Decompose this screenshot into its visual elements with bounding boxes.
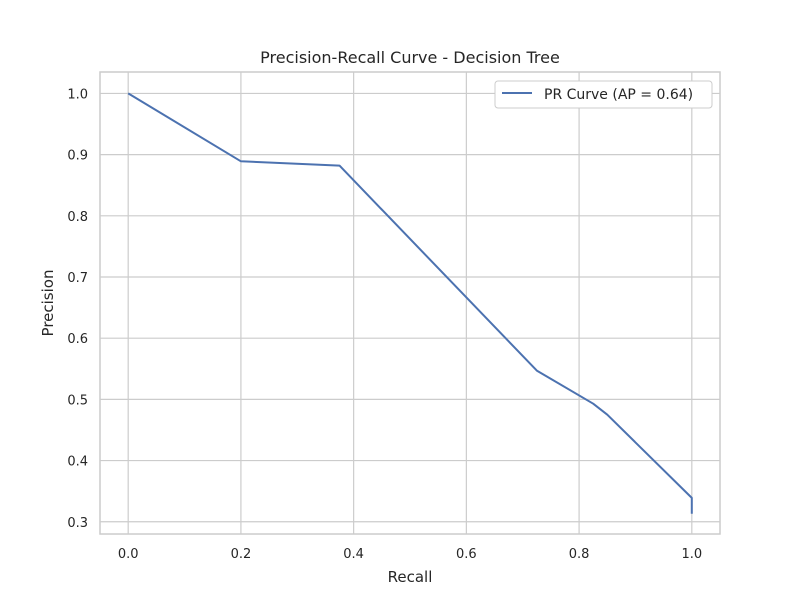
grid-lines	[100, 72, 720, 534]
chart-title: Precision-Recall Curve - Decision Tree	[260, 48, 560, 67]
x-tick-label: 0.2	[231, 547, 252, 562]
y-axis-label: Precision	[39, 270, 57, 337]
pr-curve-line	[127, 92, 693, 514]
y-tick-label: 1.0	[67, 87, 88, 102]
legend: PR Curve (AP = 0.64)	[494, 80, 713, 109]
y-tick-label: 0.5	[67, 393, 88, 408]
series-layer	[127, 92, 693, 514]
y-tick-labels: 0.3 0.4 0.5 0.6 0.7 0.8 0.9 1.0	[67, 87, 88, 530]
y-tick-label: 0.8	[67, 210, 88, 225]
y-tick-label: 0.7	[67, 271, 88, 286]
x-tick-labels: 0.0 0.2 0.4 0.6 0.8 1.0	[118, 547, 702, 562]
x-tick-label: 0.4	[343, 547, 364, 562]
legend-box	[494, 80, 713, 109]
y-tick-label: 0.6	[67, 332, 88, 347]
y-tick-label: 0.9	[67, 149, 88, 164]
x-tick-label: 0.8	[569, 547, 590, 562]
y-tick-label: 0.3	[67, 516, 88, 531]
legend-entry: PR Curve (AP = 0.64)	[544, 87, 693, 103]
plot-frame	[99, 71, 721, 535]
y-tick-label: 0.4	[67, 455, 88, 470]
x-tick-label: 0.6	[456, 547, 477, 562]
x-tick-label: 1.0	[681, 547, 702, 562]
x-axis-label: Recall	[388, 568, 433, 586]
x-tick-label: 0.0	[118, 547, 139, 562]
